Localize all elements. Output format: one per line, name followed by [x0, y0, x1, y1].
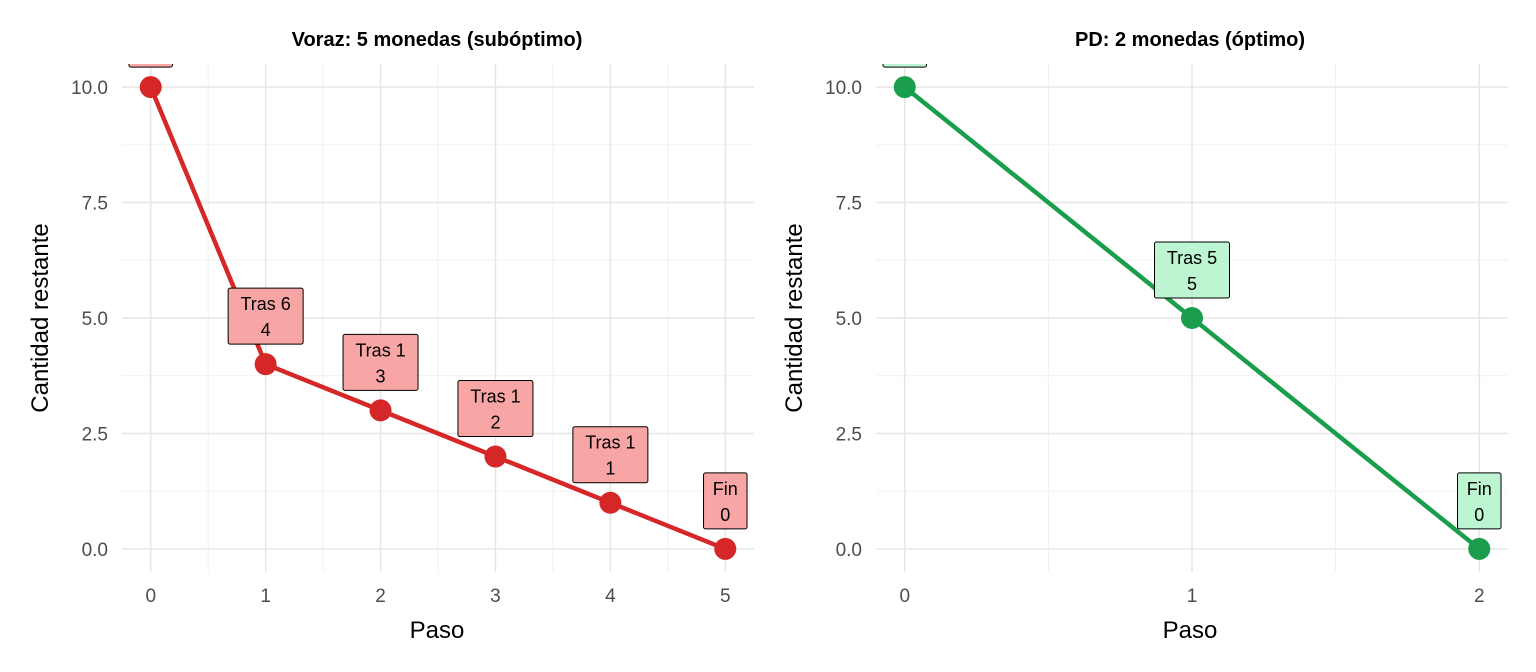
x-axis-label: Paso [1163, 617, 1218, 644]
point-label: Tras 1 3 [342, 333, 419, 391]
panel-2: 0 1 2 0.0 2.5 5.0 7.5 10.0 PD: 2 monedas (óptimo… [781, 29, 1508, 644]
x-tick-label: 2 [375, 586, 386, 607]
data-point [484, 445, 507, 468]
data-point [139, 76, 162, 99]
point-label-line1: Fin [1467, 479, 1492, 499]
point-label-line2: 5 [1187, 274, 1197, 294]
x-tick-label: 1 [260, 586, 271, 607]
point-label: Tras 6 4 [227, 287, 304, 345]
point-label-box [703, 472, 748, 530]
y-tick-label: 7.5 [836, 194, 862, 215]
x-tick-label: 3 [490, 586, 501, 607]
point-label-box [457, 380, 534, 438]
point-label-line2: 4 [261, 320, 271, 340]
point-label-line1: Tras 1 [585, 433, 635, 453]
data-layer: Tras 5 5 Fin 0 [882, 64, 1502, 560]
y-tick-label: 2.5 [82, 424, 108, 445]
panel-title: PD: 2 monedas (óptimo) [1075, 29, 1305, 51]
grid [876, 64, 1508, 572]
point-label [128, 64, 173, 68]
point-label-box [342, 333, 419, 391]
y-tick-label: 10.0 [71, 78, 108, 99]
y-tick-label: 10.0 [825, 78, 862, 99]
point-label-box [227, 287, 304, 345]
point-label-line1: Tras 5 [1167, 248, 1217, 268]
point-label-box [128, 64, 173, 68]
x-axis-label: Paso [410, 617, 465, 644]
y-tick-label: 5.0 [82, 309, 108, 330]
data-point [599, 491, 622, 514]
point-label-line1: Tras 6 [240, 294, 290, 314]
point-label: Fin 0 [1457, 472, 1502, 530]
panel-1: 0 1 2 3 4 5 0.0 2.5 5.0 7.5 10.0 Voraz: 5 monedas (… [27, 29, 754, 644]
point-label-line1: Fin [713, 479, 738, 499]
point-label-box [882, 64, 927, 68]
point-label-line2: 0 [720, 505, 730, 525]
point-label-box [572, 426, 649, 484]
point-label-line1: Tras 1 [470, 387, 520, 407]
y-tick-label: 5.0 [836, 309, 862, 330]
point-label: Tras 1 1 [572, 426, 649, 484]
point-label-line1: Tras 1 [355, 340, 405, 360]
y-tick-label: 0.0 [82, 540, 108, 561]
data-layer: Tras 6 4 Tras 1 3 Tras 1 2 Tras 1 1 Fin 0 [128, 64, 748, 560]
point-label-box [1457, 472, 1502, 530]
data-point [1181, 307, 1203, 329]
x-tick-label: 5 [720, 586, 731, 607]
data-point [714, 537, 737, 560]
x-tick-label: 1 [1187, 586, 1198, 607]
panel-title: Voraz: 5 monedas (subóptimo) [292, 29, 583, 51]
x-tick-label: 4 [605, 586, 616, 607]
x-tick-label: 0 [145, 586, 156, 607]
point-label-line2: 1 [605, 459, 615, 479]
y-axis-label: Cantidad restante [27, 223, 54, 412]
point-label: Fin 0 [703, 472, 748, 530]
y-tick-label: 2.5 [836, 424, 862, 445]
point-label-line2: 3 [376, 366, 386, 386]
point-label-box [1154, 241, 1230, 299]
y-tick-label: 0.0 [836, 540, 862, 561]
data-point [1468, 537, 1491, 560]
grid [122, 64, 754, 572]
data-point [254, 353, 277, 376]
point-label: Tras 1 2 [457, 380, 534, 438]
point-label [882, 64, 927, 68]
x-tick-label: 2 [1474, 586, 1485, 607]
data-point [893, 76, 916, 99]
point-label-line2: 2 [490, 413, 500, 433]
data-point [369, 399, 392, 422]
y-tick-label: 7.5 [82, 194, 108, 215]
y-axis-label: Cantidad restante [781, 223, 808, 412]
point-label-line2: 0 [1474, 505, 1484, 525]
point-label: Tras 5 5 [1154, 241, 1230, 299]
x-tick-label: 0 [899, 586, 910, 607]
